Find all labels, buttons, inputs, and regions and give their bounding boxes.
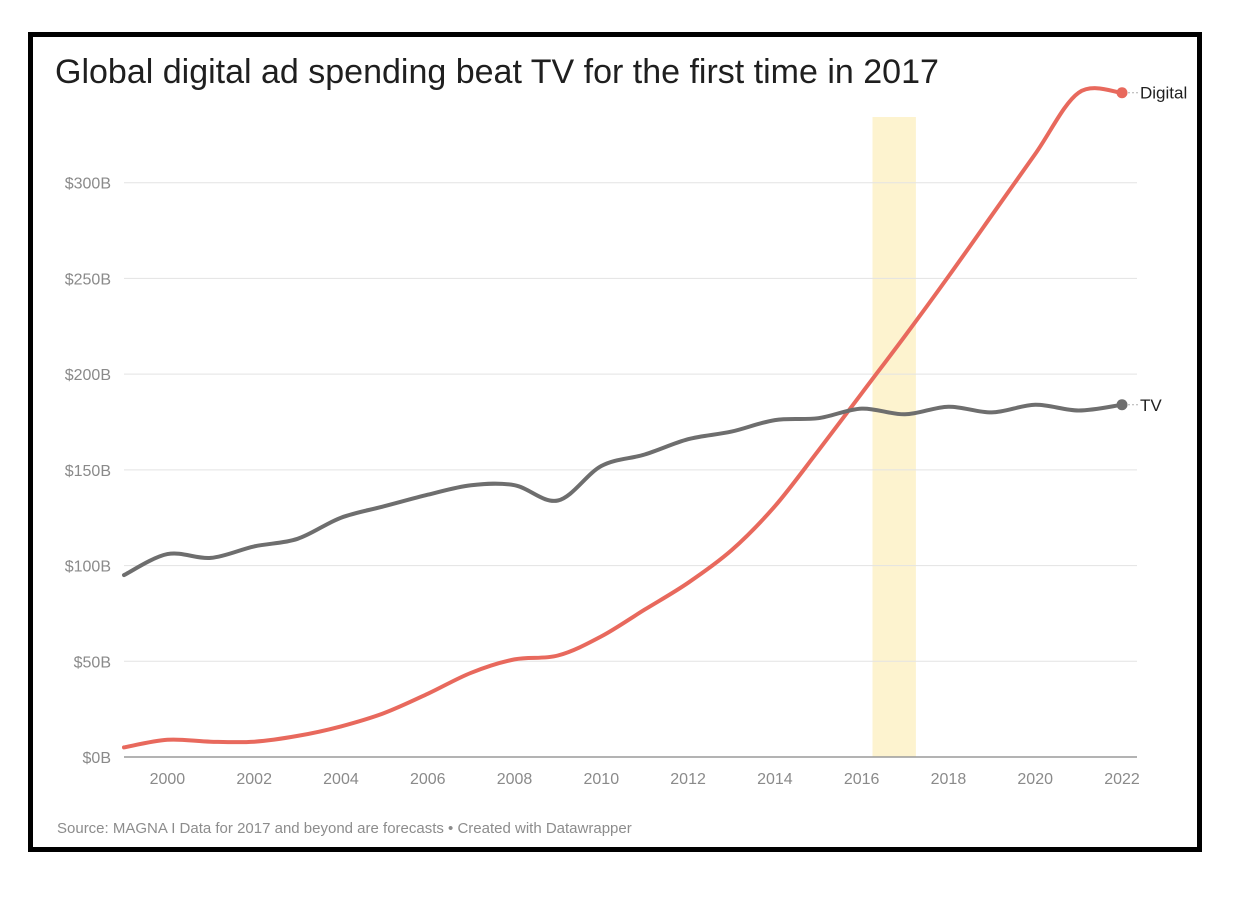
y-tick-label: $50B (74, 654, 111, 671)
digital-end-marker (1116, 87, 1128, 99)
chart-frame: Global digital ad spending beat TV for t… (28, 32, 1202, 852)
x-tick-label: 2008 (497, 771, 533, 788)
tv-series-label: TV (1140, 396, 1162, 415)
x-tick-label: 2012 (670, 771, 706, 788)
y-tick-label: $100B (65, 559, 111, 576)
y-tick-label: $250B (65, 271, 111, 288)
digital-line (122, 86, 1124, 750)
x-tick-label: 2014 (757, 771, 793, 788)
x-tick-label: 2002 (236, 771, 272, 788)
y-tick-label: $300B (65, 176, 111, 193)
x-tick-label: 2010 (584, 771, 620, 788)
y-tick-label: $200B (65, 367, 111, 384)
digital-series-label: Digital (1140, 84, 1187, 103)
x-tick-label: 2022 (1104, 771, 1140, 788)
tv-end-marker (1116, 399, 1128, 411)
source-note: Source: MAGNA I Data for 2017 and beyond… (57, 820, 632, 837)
line-chart: $0B $50B $100B $150B $200B $250B $300B 2000 200… (65, 84, 1188, 788)
x-tick-label: 2006 (410, 771, 446, 788)
tv-line (122, 402, 1124, 578)
x-tick-label: 2020 (1017, 771, 1053, 788)
x-tick-label: 2000 (150, 771, 186, 788)
x-tick-label: 2004 (323, 771, 359, 788)
x-tick-label: 2016 (844, 771, 880, 788)
highlight-band (872, 117, 916, 757)
y-tick-label: $150B (65, 463, 111, 480)
y-tick-label: $0B (83, 750, 111, 767)
chart-title: Global digital ad spending beat TV for t… (55, 53, 939, 91)
x-tick-label: 2018 (931, 771, 967, 788)
